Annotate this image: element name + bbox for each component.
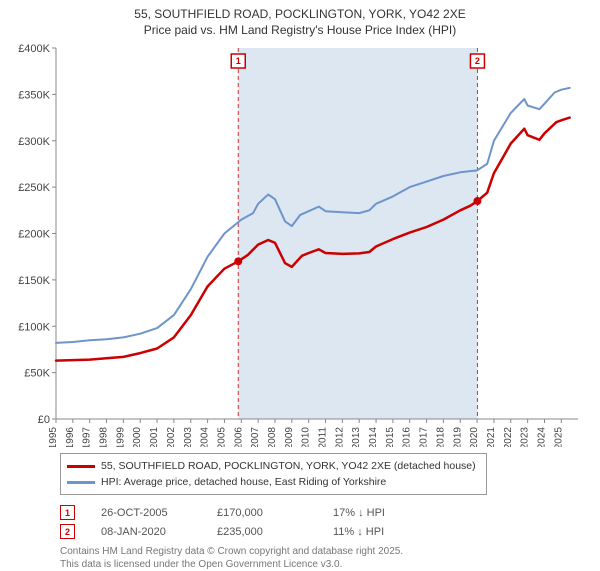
legend-swatch-2 [67,481,95,484]
svg-text:£0: £0 [38,414,50,426]
svg-text:1995: 1995 [48,427,59,447]
svg-text:£150K: £150K [18,275,50,287]
license-line2: This data is licensed under the Open Gov… [60,558,600,571]
svg-text:£300K: £300K [18,136,50,148]
svg-text:2003: 2003 [183,427,194,447]
event-date: 08-JAN-2020 [101,526,191,538]
event-marker: 2 [60,524,75,539]
event-row: 2 08-JAN-2020 £235,000 11% ↓ HPI [60,524,600,539]
svg-text:2019: 2019 [452,427,463,447]
event-price: £235,000 [217,526,307,538]
svg-text:1998: 1998 [99,427,110,447]
svg-text:2025: 2025 [553,427,564,447]
svg-text:2022: 2022 [503,427,514,447]
legend-swatch-1 [67,465,95,468]
svg-text:2013: 2013 [351,427,362,447]
title-line1: 55, SOUTHFIELD ROAD, POCKLINGTON, YORK, … [8,6,592,22]
chart-title: 55, SOUTHFIELD ROAD, POCKLINGTON, YORK, … [0,0,600,42]
svg-text:£100K: £100K [18,322,50,334]
svg-text:2015: 2015 [385,427,396,447]
legend-row-2: HPI: Average price, detached house, East… [67,474,476,490]
legend-row-1: 55, SOUTHFIELD ROAD, POCKLINGTON, YORK, … [67,458,476,474]
events-table: 1 26-OCT-2005 £170,000 17% ↓ HPI 2 08-JAN-202… [60,505,600,539]
svg-text:2020: 2020 [469,427,480,447]
svg-text:£50K: £50K [24,368,50,380]
svg-text:1: 1 [236,56,241,66]
svg-text:2001: 2001 [149,427,160,447]
event-delta: 11% ↓ HPI [333,526,423,538]
svg-text:2009: 2009 [284,427,295,447]
legend-label-1: 55, SOUTHFIELD ROAD, POCKLINGTON, YORK, … [101,460,476,472]
event-price: £170,000 [217,507,307,519]
event-delta: 17% ↓ HPI [333,507,423,519]
svg-text:2017: 2017 [419,427,430,447]
svg-text:2018: 2018 [435,427,446,447]
svg-text:2008: 2008 [267,427,278,447]
svg-text:£250K: £250K [18,183,50,195]
svg-text:2006: 2006 [233,427,244,447]
svg-text:2016: 2016 [402,427,413,447]
svg-text:2011: 2011 [318,427,329,447]
svg-text:2002: 2002 [166,427,177,447]
event-marker: 1 [60,505,75,520]
svg-text:2: 2 [475,56,480,66]
license-line1: Contains HM Land Registry data © Crown c… [60,545,600,558]
event-date: 26-OCT-2005 [101,507,191,519]
svg-text:2010: 2010 [301,427,312,447]
svg-text:2021: 2021 [486,427,497,447]
svg-text:2014: 2014 [368,427,379,447]
title-line2: Price paid vs. HM Land Registry's House … [8,22,592,38]
event-row: 1 26-OCT-2005 £170,000 17% ↓ HPI [60,505,600,520]
svg-text:2023: 2023 [520,427,531,447]
svg-text:£350K: £350K [18,90,50,102]
legend-label-2: HPI: Average price, detached house, East… [101,476,386,488]
svg-text:£200K: £200K [18,229,50,241]
svg-text:1997: 1997 [82,427,93,447]
svg-text:1996: 1996 [65,427,76,447]
svg-text:2012: 2012 [334,427,345,447]
chart-region: £0 £50K £100K £150K £200K £250K £300K £350K £400… [6,42,588,447]
line-chart-svg: £0 £50K £100K £150K £200K £250K £300K £350K £400… [6,42,588,447]
svg-text:£400K: £400K [18,43,50,55]
svg-text:2007: 2007 [250,427,261,447]
legend: 55, SOUTHFIELD ROAD, POCKLINGTON, YORK, … [60,453,487,495]
license-text: Contains HM Land Registry data © Crown c… [60,545,600,571]
svg-text:2024: 2024 [536,427,547,447]
svg-text:1999: 1999 [115,427,126,447]
svg-text:2005: 2005 [216,427,227,447]
svg-text:2000: 2000 [132,427,143,447]
svg-text:2004: 2004 [200,427,211,447]
